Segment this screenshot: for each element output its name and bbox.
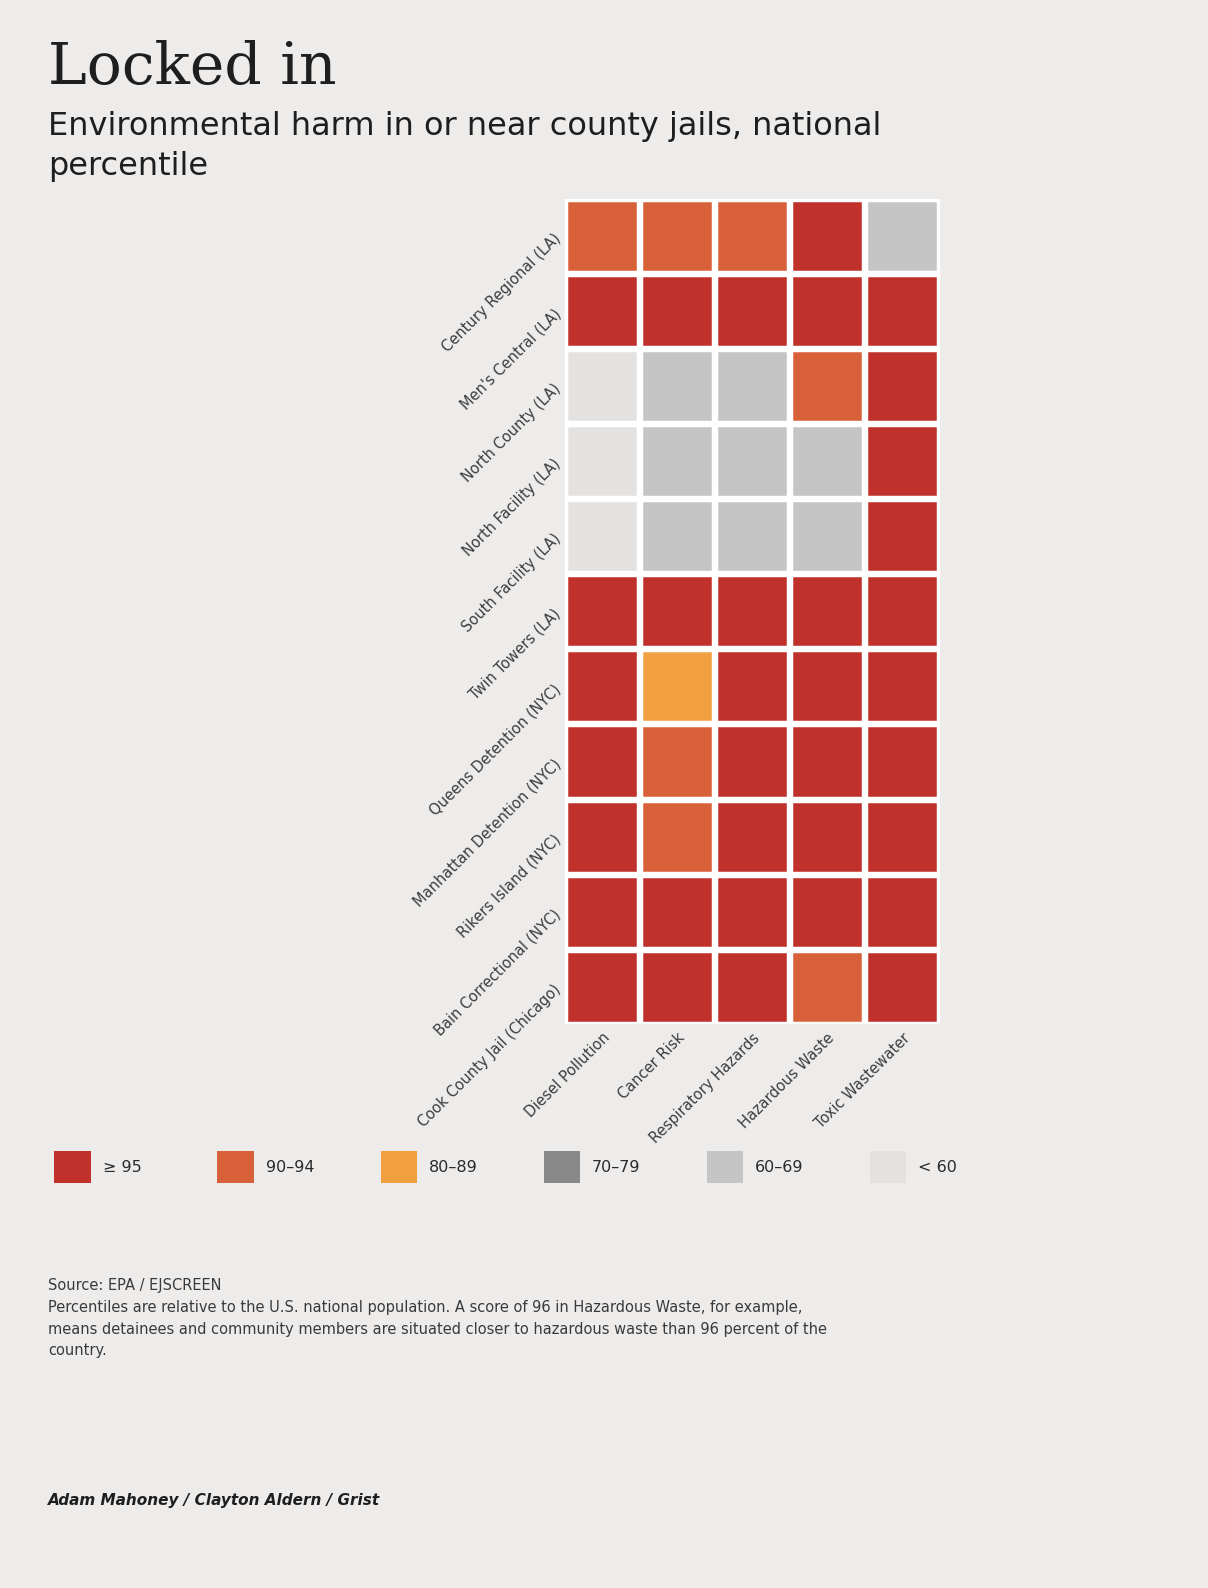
Bar xyxy=(866,651,939,723)
Text: Respiratory Hazards: Respiratory Hazards xyxy=(647,1031,762,1145)
Text: Cook County Jail (Chicago): Cook County Jail (Chicago) xyxy=(416,981,564,1129)
Bar xyxy=(791,426,863,497)
Text: Environmental harm in or near county jails, national
percentile: Environmental harm in or near county jai… xyxy=(48,111,882,181)
Bar xyxy=(641,800,713,873)
Bar xyxy=(866,500,939,572)
Bar xyxy=(866,200,939,272)
Bar xyxy=(716,275,788,348)
Text: Locked in: Locked in xyxy=(48,40,337,95)
Text: North Facility (LA): North Facility (LA) xyxy=(460,456,564,559)
Text: Men's Central (LA): Men's Central (LA) xyxy=(458,306,564,411)
Bar xyxy=(866,575,939,648)
Bar xyxy=(565,800,638,873)
Bar xyxy=(791,200,863,272)
Bar xyxy=(565,200,638,272)
Bar xyxy=(641,951,713,1023)
Bar xyxy=(791,875,863,948)
Bar xyxy=(716,575,788,648)
Bar xyxy=(641,875,713,948)
Bar xyxy=(791,275,863,348)
Text: 60–69: 60–69 xyxy=(755,1159,803,1175)
Bar xyxy=(866,275,939,348)
Text: Source: EPA / EJSCREEN
Percentiles are relative to the U.S. national population.: Source: EPA / EJSCREEN Percentiles are r… xyxy=(48,1278,827,1358)
Bar xyxy=(716,349,788,422)
Bar xyxy=(791,800,863,873)
Bar xyxy=(565,651,638,723)
Bar xyxy=(716,200,788,272)
Bar xyxy=(641,726,713,797)
Text: Adam Mahoney / Clayton Aldern / Grist: Adam Mahoney / Clayton Aldern / Grist xyxy=(48,1493,381,1507)
Text: Century Regional (LA): Century Regional (LA) xyxy=(440,230,564,356)
Bar xyxy=(716,500,788,572)
Text: Rikers Island (NYC): Rikers Island (NYC) xyxy=(454,831,564,940)
Bar xyxy=(641,651,713,723)
Text: < 60: < 60 xyxy=(918,1159,957,1175)
Text: 80–89: 80–89 xyxy=(429,1159,477,1175)
Text: Bain Correctional (NYC): Bain Correctional (NYC) xyxy=(432,907,564,1039)
Bar xyxy=(641,200,713,272)
Bar xyxy=(791,575,863,648)
Bar xyxy=(565,500,638,572)
Bar xyxy=(791,349,863,422)
Bar xyxy=(565,275,638,348)
Text: Twin Towers (LA): Twin Towers (LA) xyxy=(467,607,564,702)
Bar xyxy=(791,951,863,1023)
Text: Toxic Wastewater: Toxic Wastewater xyxy=(812,1031,913,1131)
Text: Cancer Risk: Cancer Risk xyxy=(615,1031,687,1102)
Bar xyxy=(866,726,939,797)
Bar xyxy=(565,951,638,1023)
Text: Diesel Pollution: Diesel Pollution xyxy=(522,1031,612,1121)
Bar xyxy=(641,575,713,648)
Text: Manhattan Detention (NYC): Manhattan Detention (NYC) xyxy=(411,756,564,910)
Bar xyxy=(716,726,788,797)
Bar xyxy=(716,800,788,873)
Bar xyxy=(716,426,788,497)
Bar xyxy=(641,275,713,348)
Bar xyxy=(565,575,638,648)
Bar xyxy=(565,426,638,497)
Bar xyxy=(641,349,713,422)
Text: 70–79: 70–79 xyxy=(592,1159,640,1175)
Text: Queens Detention (NYC): Queens Detention (NYC) xyxy=(426,681,564,818)
Bar xyxy=(716,651,788,723)
Bar xyxy=(866,426,939,497)
Bar xyxy=(866,800,939,873)
Bar xyxy=(866,349,939,422)
Bar xyxy=(565,726,638,797)
Bar xyxy=(791,726,863,797)
Text: North County (LA): North County (LA) xyxy=(459,381,564,484)
Text: Hazardous Waste: Hazardous Waste xyxy=(737,1031,837,1131)
Bar xyxy=(565,875,638,948)
Text: ≥ 95: ≥ 95 xyxy=(103,1159,141,1175)
Bar xyxy=(866,951,939,1023)
Text: South Facility (LA): South Facility (LA) xyxy=(459,530,564,635)
Bar xyxy=(641,500,713,572)
Bar xyxy=(791,500,863,572)
Text: 90–94: 90–94 xyxy=(266,1159,314,1175)
Bar xyxy=(641,426,713,497)
Bar xyxy=(866,875,939,948)
Bar xyxy=(716,951,788,1023)
Bar xyxy=(716,875,788,948)
Bar xyxy=(565,349,638,422)
Bar xyxy=(791,651,863,723)
